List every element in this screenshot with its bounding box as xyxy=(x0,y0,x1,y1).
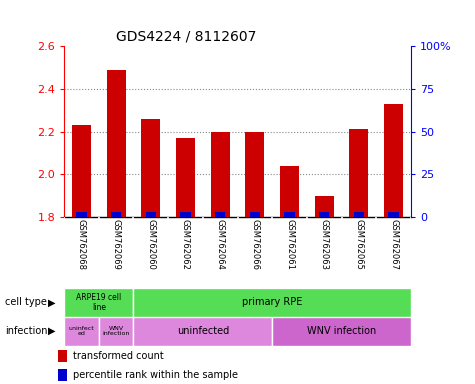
Text: ▶: ▶ xyxy=(48,326,56,336)
Text: WNV
infection: WNV infection xyxy=(103,326,130,336)
Text: GSM762061: GSM762061 xyxy=(285,219,294,270)
Text: WNV infection: WNV infection xyxy=(307,326,376,336)
Text: GSM762069: GSM762069 xyxy=(112,219,121,270)
Bar xyxy=(58,350,67,362)
Bar xyxy=(176,138,195,217)
Bar xyxy=(72,125,91,217)
Bar xyxy=(76,212,86,217)
Bar xyxy=(141,119,161,217)
Bar xyxy=(210,131,230,217)
Text: percentile rank within the sample: percentile rank within the sample xyxy=(73,370,238,380)
Text: GSM762062: GSM762062 xyxy=(181,219,190,270)
Bar xyxy=(250,212,260,217)
Bar xyxy=(384,104,403,217)
Bar xyxy=(64,317,99,346)
Bar xyxy=(314,195,334,217)
Bar xyxy=(215,212,225,217)
Bar xyxy=(64,288,133,317)
Bar xyxy=(272,317,411,346)
Text: infection: infection xyxy=(5,326,47,336)
Bar xyxy=(99,317,133,346)
Text: ▶: ▶ xyxy=(48,297,56,308)
Text: GSM762066: GSM762066 xyxy=(250,219,259,270)
Bar xyxy=(319,212,329,217)
Text: transformed count: transformed count xyxy=(73,351,164,361)
Bar xyxy=(285,212,294,217)
Text: GSM762060: GSM762060 xyxy=(146,219,155,270)
Text: GSM762068: GSM762068 xyxy=(77,219,86,270)
Bar xyxy=(180,212,190,217)
Text: GDS4224 / 8112607: GDS4224 / 8112607 xyxy=(116,30,256,43)
Bar xyxy=(133,317,272,346)
Bar xyxy=(58,369,67,381)
Bar xyxy=(389,212,399,217)
Text: GSM762067: GSM762067 xyxy=(389,219,398,270)
Text: uninfected: uninfected xyxy=(177,326,229,336)
Bar xyxy=(245,131,265,217)
Bar xyxy=(106,70,126,217)
Bar xyxy=(280,166,299,217)
Bar xyxy=(349,129,369,217)
Text: GSM762065: GSM762065 xyxy=(354,219,363,270)
Bar xyxy=(146,212,156,217)
Bar xyxy=(111,212,121,217)
Text: primary RPE: primary RPE xyxy=(242,297,303,308)
Text: GSM762063: GSM762063 xyxy=(320,219,329,270)
Text: cell type: cell type xyxy=(5,297,47,308)
Bar xyxy=(354,212,364,217)
Text: GSM762064: GSM762064 xyxy=(216,219,225,270)
Bar xyxy=(133,288,411,317)
Text: ARPE19 cell
line: ARPE19 cell line xyxy=(76,293,122,312)
Text: uninfect
ed: uninfect ed xyxy=(68,326,95,336)
